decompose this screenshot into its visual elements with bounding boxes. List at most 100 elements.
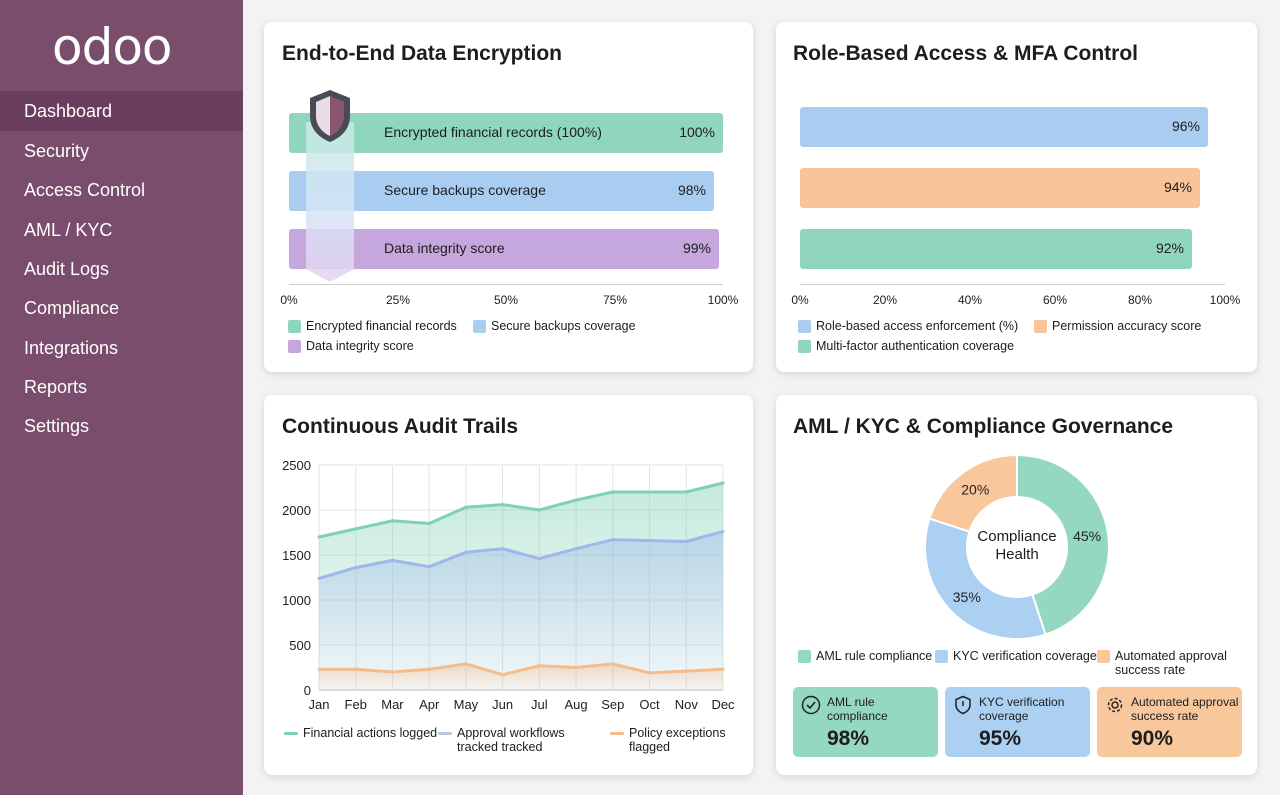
- sidebar-item-audit-logs[interactable]: Audit Logs: [24, 259, 110, 279]
- legend-item: Automated approval success rate: [1097, 649, 1237, 677]
- donut-slice: [1016, 453, 1110, 636]
- data-point: [390, 519, 394, 523]
- x-tick-label: May: [454, 697, 479, 712]
- data-point: [390, 670, 394, 674]
- x-tick-label: Jan: [309, 697, 330, 712]
- sidebar-item-security[interactable]: Security: [24, 141, 90, 161]
- x-tick-label: Mar: [381, 697, 404, 712]
- data-point: [464, 550, 468, 554]
- kpi-label: KYC verification coverage: [979, 695, 1065, 723]
- card-title: Role-Based Access & MFA Control: [793, 42, 1139, 65]
- x-tick: 25%: [385, 293, 411, 307]
- data-point: [648, 671, 652, 675]
- x-tick: 100%: [707, 293, 739, 307]
- data-point: [501, 547, 505, 551]
- compliance-donut-chart: 45% 35% 20%: [924, 453, 1110, 640]
- odoo-logo: odoo: [52, 18, 173, 76]
- data-point: [464, 662, 468, 666]
- data-point: [427, 565, 431, 569]
- shield-icon: [955, 695, 971, 715]
- data-point: [611, 538, 615, 542]
- bar-mfa-coverage: 92%: [800, 229, 1192, 269]
- kpi-label: AML rule compliance: [827, 695, 888, 723]
- data-point: [537, 508, 541, 512]
- donut-center-label: Compliance Health: [977, 528, 1057, 563]
- encryption-card: End-to-End Data Encryption Encrypted fin…: [264, 22, 753, 372]
- data-point: [648, 490, 652, 494]
- data-point: [501, 673, 505, 677]
- sidebar-item-aml-kyc[interactable]: AML / KYC: [24, 220, 113, 240]
- x-tick-label: Aug: [565, 697, 588, 712]
- legend-item: KYC verification coverage: [935, 649, 1097, 663]
- series-line-1: [318, 530, 724, 580]
- bar-value: 98%: [677, 182, 706, 198]
- data-point: [427, 522, 431, 525]
- card-title: End-to-End Data Encryption: [282, 42, 562, 65]
- data-point: [537, 664, 541, 668]
- data-point: [574, 498, 578, 502]
- data-point: [684, 540, 688, 543]
- data-point: [464, 505, 468, 509]
- data-point: [574, 666, 578, 669]
- y-tick-label: 1000: [282, 593, 311, 608]
- bar-label: Secure backups coverage: [384, 182, 546, 198]
- data-point: [574, 547, 578, 551]
- x-tick: 75%: [602, 293, 628, 307]
- x-tick-label: Dec: [711, 697, 735, 712]
- bar-value: 94%: [1163, 179, 1192, 195]
- bar-encrypted-records: Encrypted financial records (100%) 100%: [289, 113, 723, 153]
- kpi-label: Automated approval success rate: [1131, 695, 1239, 723]
- data-point: [721, 667, 725, 671]
- legend-item: AML rule compliance: [798, 649, 932, 663]
- sidebar-item-access-control[interactable]: Access Control: [24, 180, 146, 200]
- data-point: [354, 667, 358, 671]
- data-point: [317, 667, 321, 671]
- data-point: [390, 558, 394, 562]
- sidebar-item-compliance[interactable]: Compliance: [24, 298, 120, 318]
- sidebar-item-settings[interactable]: Settings: [24, 416, 90, 436]
- legend-item: Permission accuracy score: [1034, 319, 1201, 333]
- y-tick-label: 500: [289, 638, 311, 653]
- legend-item: Data integrity score: [288, 339, 414, 353]
- shield-column: [306, 122, 354, 282]
- kpi-automated-approval: Automated approval success rate 90%: [1097, 687, 1242, 757]
- legend-item: Policy exceptions flagged: [610, 726, 730, 754]
- kpi-aml-compliance: AML rule compliance 98%: [793, 687, 938, 757]
- x-tick: 100%: [1209, 293, 1241, 307]
- donut-slice: [924, 517, 1047, 640]
- x-tick-label: Jun: [492, 697, 513, 712]
- bar-permission-accuracy: 94%: [800, 168, 1200, 208]
- legend-item: Approval workflows tracked tracked: [438, 726, 608, 754]
- x-tick-label: Apr: [419, 697, 440, 712]
- sidebar-item-dashboard[interactable]: Dashboard: [0, 91, 243, 131]
- x-tick-label: Oct: [639, 697, 660, 712]
- sidebar-item-integrations[interactable]: Integrations: [24, 338, 119, 358]
- x-tick: 20%: [872, 293, 898, 307]
- y-tick-label: 2500: [282, 458, 311, 473]
- x-tick-label: Nov: [675, 697, 699, 712]
- aml-card: AML / KYC & Compliance Governance 45% 35%…: [776, 395, 1257, 775]
- x-tick-label: Feb: [345, 697, 367, 712]
- x-tick: 40%: [957, 293, 983, 307]
- bar-data-integrity: Data integrity score 99%: [289, 229, 719, 269]
- legend-item: Financial actions logged: [284, 726, 437, 740]
- kpi-value: 98%: [827, 727, 870, 750]
- slice-label: 45%: [1073, 528, 1101, 544]
- x-tick: 60%: [1042, 293, 1068, 307]
- data-point: [611, 662, 615, 666]
- legend-item: Secure backups coverage: [473, 319, 636, 333]
- data-point: [427, 667, 431, 671]
- slice-label: 20%: [961, 482, 989, 498]
- data-point: [648, 539, 652, 543]
- bar-value: 92%: [1155, 240, 1184, 256]
- x-tick-label: Sep: [601, 697, 624, 712]
- data-point: [501, 503, 505, 507]
- donut-slice: [928, 453, 1018, 533]
- kpi-value: 95%: [979, 727, 1022, 750]
- x-tick: 0%: [280, 293, 298, 307]
- series-line-0: [318, 481, 724, 539]
- x-tick: 0%: [791, 293, 809, 307]
- sidebar-item-reports[interactable]: Reports: [24, 377, 88, 397]
- bar-value: 96%: [1171, 118, 1200, 134]
- check-circle-icon: [801, 695, 821, 715]
